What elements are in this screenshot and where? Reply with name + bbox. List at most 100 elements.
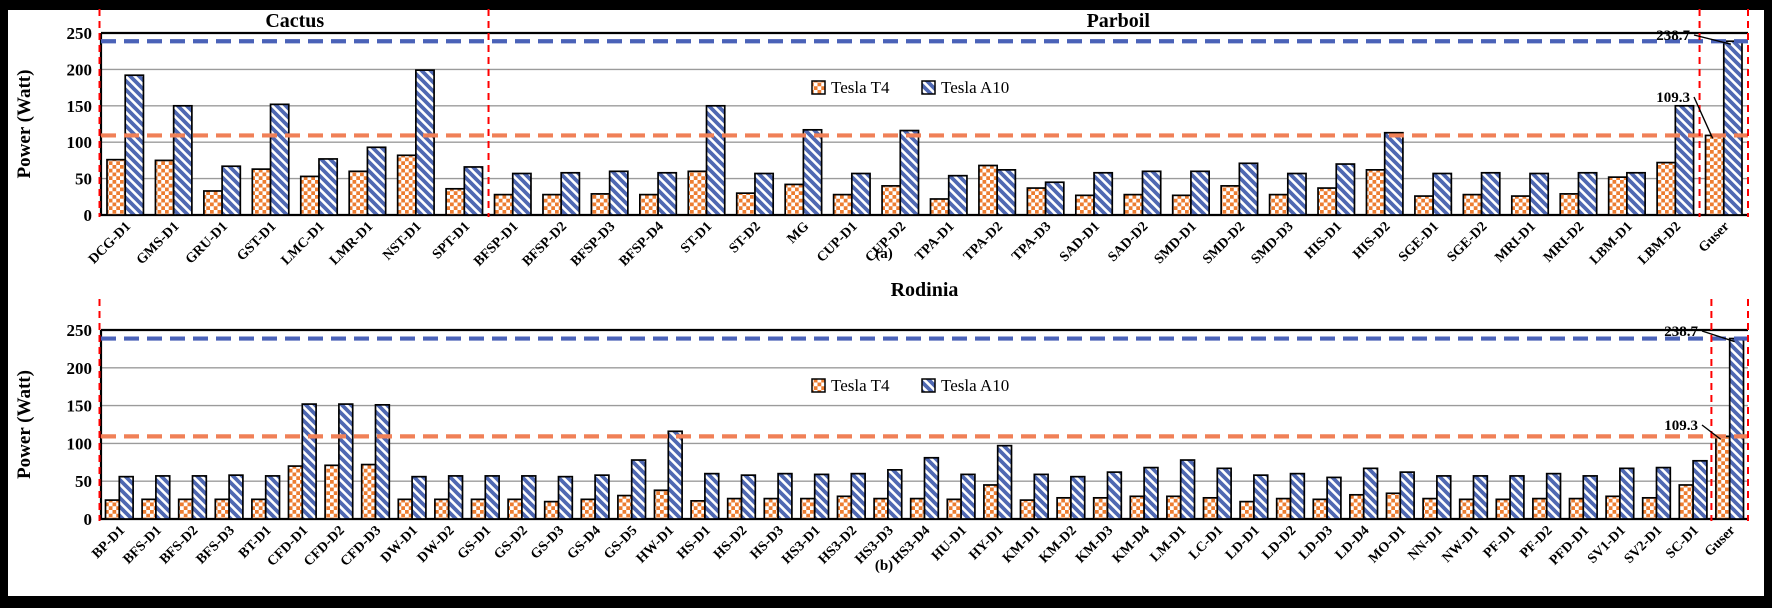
bar-MRI-D2-a10 xyxy=(1577,171,1598,216)
bar-NN-D1-t4 xyxy=(1422,497,1438,520)
x-category-label: HW-D1 xyxy=(634,523,677,566)
bar-HS-D2-t4 xyxy=(726,497,743,520)
x-category-label: DW-D2 xyxy=(415,523,458,566)
bar-LD-D4-t4 xyxy=(1349,493,1365,520)
bar-BT-D1-t4 xyxy=(251,498,267,520)
bar-SMD-D2-a10 xyxy=(1238,162,1259,216)
bar-HS-D2-a10 xyxy=(740,474,757,520)
bar-GMS-D1-t4 xyxy=(154,159,175,216)
x-category-label: Guser xyxy=(1696,219,1732,255)
bar-CFD-D3-a10 xyxy=(374,403,391,520)
x-category-label: GS-D4 xyxy=(565,523,604,562)
bar-GS-D4-t4 xyxy=(580,498,596,520)
bar-BFSP-D4-t4 xyxy=(639,193,659,216)
bar-SMD-D2-t4 xyxy=(1220,185,1241,216)
bar-BFS-D1-t4 xyxy=(141,498,157,520)
frame-edge xyxy=(0,0,1772,10)
x-category-label: GS-D3 xyxy=(528,523,567,562)
bar-SC-D1-t4 xyxy=(1678,484,1694,520)
bar-MRI-D1-t4 xyxy=(1510,195,1531,216)
bar-SAD-D1-t4 xyxy=(1074,194,1095,216)
bar-GS-D3-t4 xyxy=(543,500,560,520)
bar-SPT-D1-t4 xyxy=(445,187,466,216)
y-tick-label: 150 xyxy=(67,97,93,116)
bar-GS-D5-t4 xyxy=(617,494,633,520)
bar-CFD-D1-t4 xyxy=(287,465,304,520)
legend-swatch-t4 xyxy=(811,80,826,95)
y-tick-label: 0 xyxy=(84,206,93,225)
x-category-label: GST-D1 xyxy=(234,219,279,264)
bar-SMD-D3-a10 xyxy=(1286,172,1307,216)
bar-HS3-D1-a10 xyxy=(813,473,830,520)
bar-HU-D1-t4 xyxy=(946,498,962,520)
x-category-label: MRI-D2 xyxy=(1541,219,1587,265)
bar-GRU-D1-t4 xyxy=(203,190,223,216)
bar-CFD-D2-t4 xyxy=(324,464,340,520)
bar-TPA-D3-a10 xyxy=(1044,181,1065,216)
bar-HY-D1-t4 xyxy=(983,484,999,520)
bar-BFSP-D2-a10 xyxy=(560,171,581,216)
x-category-label: HU-D1 xyxy=(929,523,970,564)
bar-BFS-D1-a10 xyxy=(155,475,171,520)
bar-Guser-t4 xyxy=(1715,435,1731,520)
bar-KM-D1-t4 xyxy=(1019,499,1036,520)
bar-PF-D2-t4 xyxy=(1532,497,1548,520)
bar-BT-D1-a10 xyxy=(264,475,281,520)
bar-LMR-D1-t4 xyxy=(348,170,369,216)
bar-GRU-D1-a10 xyxy=(221,165,242,216)
x-category-label: SAD-D1 xyxy=(1057,219,1103,265)
bar-TPA-D3-t4 xyxy=(1026,187,1047,216)
bar-BFS-D2-a10 xyxy=(191,475,208,520)
legend: Tesla T4 Tesla A10 xyxy=(811,78,1009,97)
bar-LD-D2-t4 xyxy=(1275,497,1292,520)
bar-SV2-D1-a10 xyxy=(1655,466,1672,520)
bar-GMS-D1-a10 xyxy=(172,104,193,216)
frame-edge xyxy=(1764,0,1772,608)
x-category-label: CUP-D1 xyxy=(814,219,860,265)
bar-HS-D1-t4 xyxy=(690,500,706,520)
x-category-label: LD-D3 xyxy=(1296,523,1336,563)
x-category-label: GMS-D1 xyxy=(134,219,183,268)
bar-LMR-D1-a10 xyxy=(366,146,387,216)
bar-SAD-D2-a10 xyxy=(1141,170,1162,216)
bar-GS-D4-a10 xyxy=(594,474,610,520)
x-category-label: GS-D1 xyxy=(455,523,494,562)
bar-CUP-D1-a10 xyxy=(850,172,871,216)
bar-SMD-D1-a10 xyxy=(1190,170,1210,216)
bar-ST-D1-a10 xyxy=(705,104,726,216)
bar-HS3-D2-a10 xyxy=(850,472,866,520)
x-category-label: KM-D3 xyxy=(1073,523,1116,566)
bar-BFS-D2-t4 xyxy=(177,498,194,520)
y-tick-label: 200 xyxy=(67,359,93,378)
bar-BFSP-D1-a10 xyxy=(511,172,532,216)
bar-MO-D1-t4 xyxy=(1385,492,1402,520)
bar-KM-D1-a10 xyxy=(1033,473,1049,520)
bar-GST-D1-t4 xyxy=(251,168,272,216)
y-tick-label: 50 xyxy=(75,472,92,491)
bar-SPT-D1-a10 xyxy=(463,166,484,216)
bar-HS3-D1-t4 xyxy=(800,497,816,520)
x-category-label: SPT-D1 xyxy=(430,219,473,262)
bar-HS3-D4-a10 xyxy=(923,456,940,520)
x-category-label: BFSP-D1 xyxy=(471,219,521,269)
bar-NN-D1-a10 xyxy=(1436,475,1452,520)
bar-HS3-D3-a10 xyxy=(887,469,903,520)
x-category-label: PFD-D1 xyxy=(1547,523,1592,568)
bar-SAD-D2-t4 xyxy=(1123,193,1144,216)
bar-BFS-D3-a10 xyxy=(228,474,244,520)
bar-BFSP-D3-t4 xyxy=(590,193,611,216)
x-category-label: LMR-D1 xyxy=(327,219,376,268)
x-category-label: BFS-D1 xyxy=(121,523,165,567)
x-category-label: LMC-D1 xyxy=(279,219,328,268)
x-category-label: MG xyxy=(785,219,813,247)
annotation-109.3: 109.3 xyxy=(1664,418,1698,434)
frame-edge xyxy=(0,596,1772,608)
bar-BFSP-D4-a10 xyxy=(657,171,678,216)
bar-LD-D1-t4 xyxy=(1239,500,1255,520)
bar-SAD-D1-a10 xyxy=(1093,171,1114,216)
legend-swatch-t4 xyxy=(811,378,826,393)
bar-NST-D1-a10 xyxy=(415,69,435,216)
bar-ST-D2-t4 xyxy=(735,192,756,216)
